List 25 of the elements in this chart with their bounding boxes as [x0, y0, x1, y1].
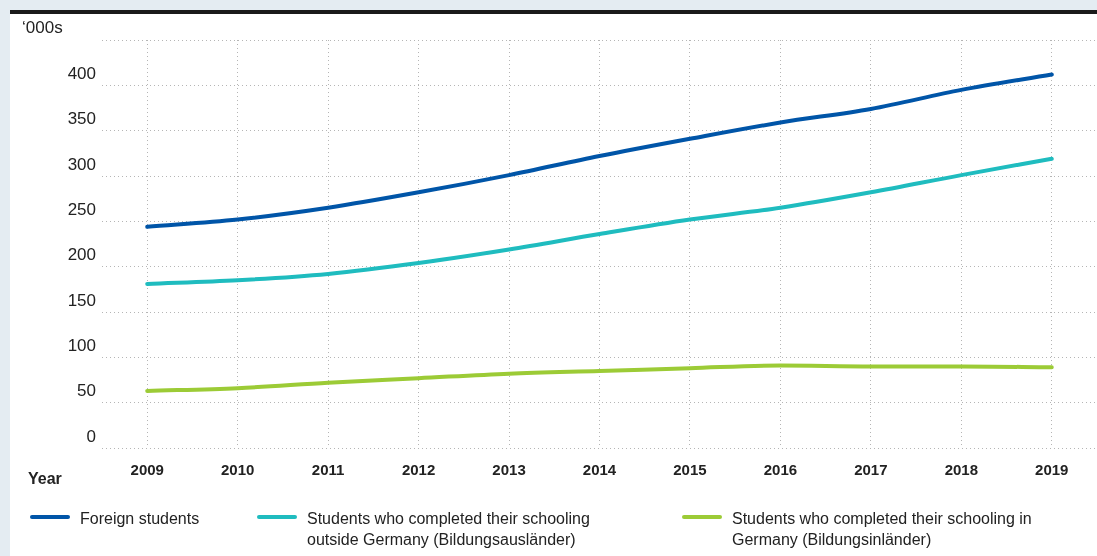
- y-tick-label: 400: [67, 64, 96, 84]
- x-tick-label: 2009: [130, 461, 164, 479]
- y-tick-label: 0: [86, 426, 96, 446]
- legend-label: Foreign students: [80, 509, 200, 529]
- x-tick-label: 2017: [854, 461, 888, 479]
- x-axis-title: Year: [28, 470, 62, 488]
- x-tick-label: 2010: [220, 461, 255, 479]
- y-tick-label: 350: [67, 109, 96, 129]
- y-tick-label: 100: [67, 336, 96, 356]
- y-tick-label: 50: [77, 381, 96, 401]
- x-tick-label: 2013: [492, 461, 526, 479]
- y-tick-label: 250: [67, 200, 96, 220]
- x-tick-label: 2019: [1035, 461, 1069, 479]
- legend-label: Students who completed their schooling in Germany (Bildungsinländer): [732, 509, 1033, 550]
- y-axis-title: ‘000s: [22, 17, 63, 37]
- x-tick-label: 2016: [763, 461, 798, 479]
- y-tick-label: 200: [67, 245, 96, 265]
- x-tick-label: 2018: [944, 461, 979, 479]
- y-tick-label: 150: [67, 290, 96, 310]
- x-tick-label: 2011: [311, 461, 345, 479]
- x-tick-label: 2012: [401, 461, 436, 479]
- y-tick-label: 300: [67, 154, 96, 174]
- x-tick-label: 2015: [673, 461, 707, 479]
- x-tick-label: 2014: [582, 461, 617, 479]
- legend-label: Students who completed their schooling outside Germany (Bildungsausländer): [307, 509, 591, 550]
